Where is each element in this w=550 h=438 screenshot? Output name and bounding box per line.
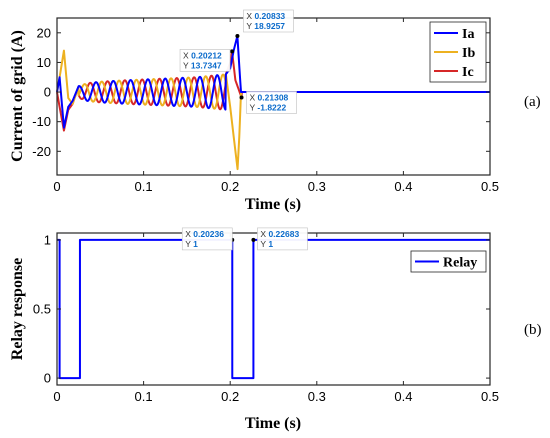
datatip-box — [257, 227, 308, 251]
y-tick-label: -10 — [32, 114, 51, 129]
xlabel-a: Time (s) — [245, 196, 301, 213]
x-tick-label: 0.4 — [394, 389, 412, 404]
datatip-marker — [239, 95, 244, 100]
datatip-y-value: 1 — [193, 239, 198, 249]
legend-a: Ia Ib Ic — [429, 21, 487, 83]
y-tick-label: 1 — [44, 232, 51, 247]
x-tick-label: 0.5 — [481, 389, 499, 404]
datatip-x-key: X — [183, 50, 191, 60]
datatip-marker — [235, 33, 240, 38]
datatip-y-value: 18.9257 — [254, 21, 285, 31]
panel-label-b: (b) — [524, 322, 542, 338]
datatip-x-row: X 0.21308 — [250, 92, 289, 102]
datatip-y-key: Y — [260, 239, 268, 249]
ylabel-a: Current of grid (A) — [9, 30, 26, 162]
datatip-x-key: X — [260, 229, 268, 239]
y-tick-label: 10 — [37, 55, 51, 70]
x-tick-label: 0.1 — [135, 389, 153, 404]
datatip-marker — [230, 49, 235, 54]
x-tick-label: 0.5 — [481, 179, 499, 194]
legend-label-ia: Ia — [462, 27, 474, 42]
datatip-y-value: 1 — [268, 239, 273, 249]
legend-b: Relay — [410, 250, 487, 273]
datatip-x-value: 0.20236 — [193, 229, 224, 239]
datatip-box — [246, 91, 297, 114]
y-tick-label: 0 — [44, 371, 51, 386]
x-tick-label: 0 — [53, 389, 60, 404]
y-tick-label: 0 — [44, 85, 51, 100]
x-tick-label: 0.3 — [308, 179, 326, 194]
datatip-y-key: Y — [183, 60, 191, 70]
datatip-y-row: Y -1.8222 — [250, 102, 287, 112]
datatip-y-key: Y — [246, 21, 254, 31]
datatip-box — [181, 227, 233, 251]
datatip-x-value: 0.21308 — [258, 92, 289, 102]
x-tick-label: 0.2 — [221, 389, 239, 404]
datatip-y-row: Y 1 — [185, 239, 198, 249]
panel-label-a: (a) — [524, 94, 541, 110]
datatip-x-value: 0.20833 — [254, 11, 285, 21]
datatip-y-value: 13.7347 — [191, 60, 222, 70]
datatip-box — [243, 9, 294, 33]
ticks-group-a: 0 0.1 0.2 0.3 0.4 0.5 -20 -10 0 10 20 — [32, 18, 499, 194]
legend-box-b — [410, 250, 487, 273]
legend-label-ib: Ib — [462, 46, 475, 61]
ticks-group-b: 0 0.1 0.2 0.3 0.4 0.5 0 0.5 1 — [33, 232, 499, 404]
datatip-x-row: X 0.20236 — [185, 229, 224, 239]
datatip-y-row: Y 18.9257 — [246, 21, 285, 31]
datatip-x-key: X — [246, 11, 254, 21]
datatip-y-key: Y — [250, 102, 258, 112]
datatip-marker — [251, 237, 256, 242]
xlabel-b: Time (s) — [245, 415, 301, 432]
datatip-x-row: X 0.20212 — [183, 50, 222, 60]
datatip-y-key: Y — [185, 239, 193, 249]
datatip-x-row: X 0.22683 — [260, 229, 299, 239]
x-tick-label: 0 — [53, 179, 60, 194]
legend-label-relay: Relay — [443, 256, 477, 271]
datatip-x-key: X — [250, 92, 258, 102]
datatip-y-row: Y 13.7347 — [183, 60, 222, 70]
datatip-y-row: Y 1 — [260, 239, 273, 249]
x-tick-label: 0.4 — [394, 179, 412, 194]
datatip-x-value: 0.22683 — [268, 229, 299, 239]
ylabel-b: Relay response — [9, 258, 26, 360]
y-tick-label: -20 — [32, 144, 51, 159]
datatip-y-value: -1.8222 — [257, 102, 286, 112]
datatip-x-row: X 0.20833 — [246, 11, 285, 21]
y-tick-label: 20 — [37, 25, 51, 40]
datatip-x-key: X — [185, 229, 193, 239]
x-tick-label: 0.2 — [221, 179, 239, 194]
y-tick-label: 0.5 — [33, 302, 51, 317]
datatip-box — [179, 49, 231, 72]
x-tick-label: 0.3 — [308, 389, 326, 404]
legend-label-ic: Ic — [462, 65, 474, 80]
x-tick-label: 0.1 — [135, 179, 153, 194]
datatip-x-value: 0.20212 — [191, 50, 222, 60]
